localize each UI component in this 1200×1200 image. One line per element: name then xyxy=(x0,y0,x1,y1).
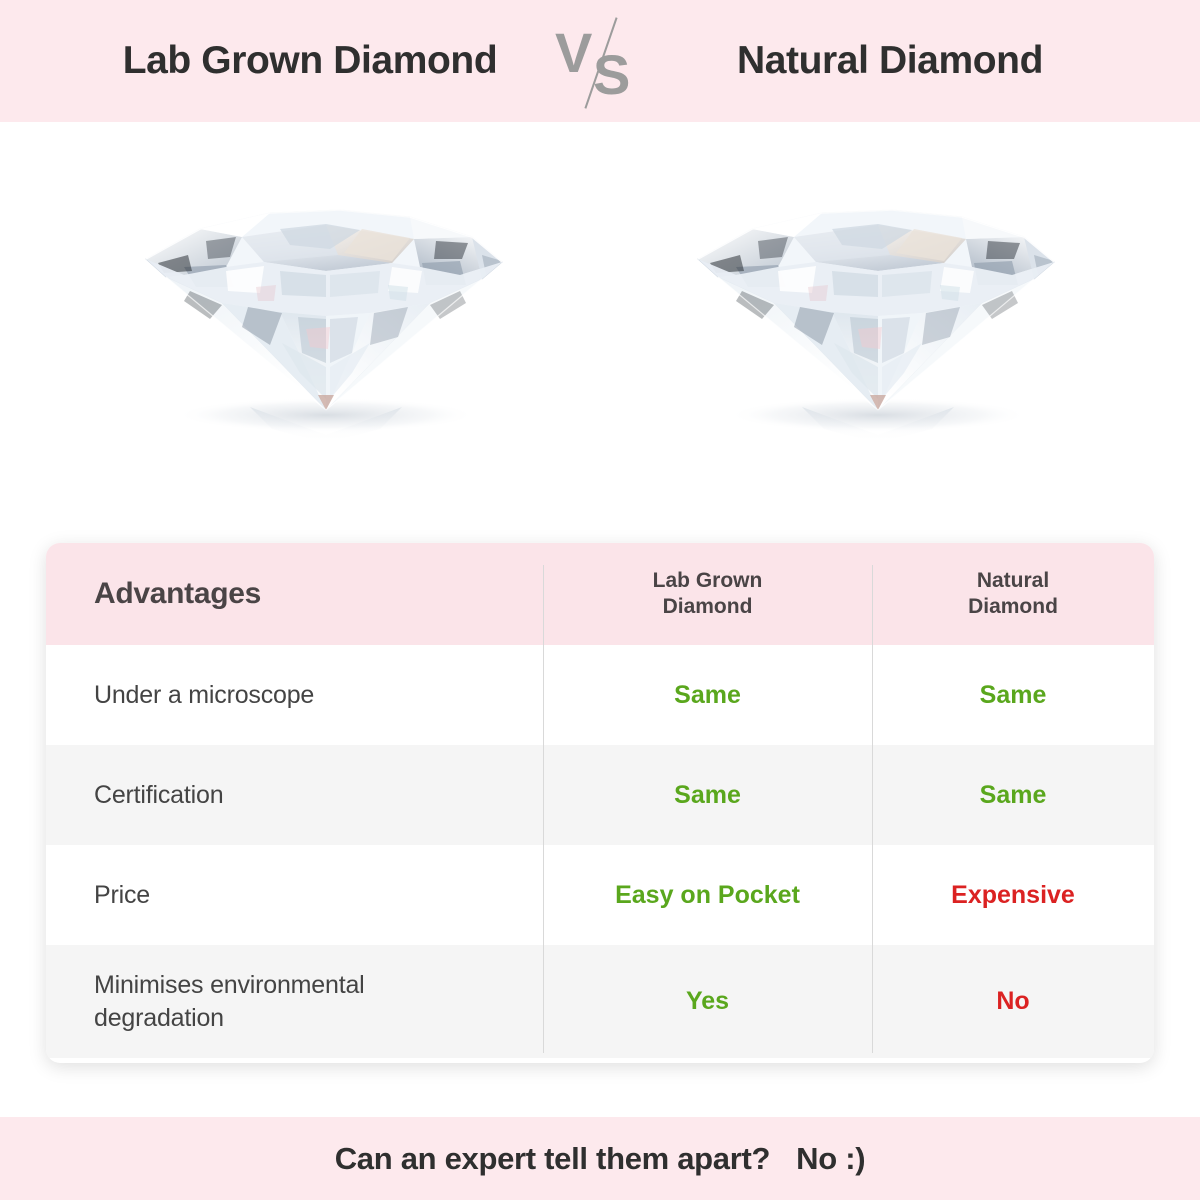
table-row: Minimises environmental degradation Yes … xyxy=(46,945,1154,1058)
footer-question: Can an expert tell them apart? xyxy=(334,1140,771,1176)
header-title-lab-grown: Lab Grown Diamond xyxy=(122,39,498,82)
footer-answer: No :) xyxy=(796,1140,866,1176)
column-header-advantages: Advantages xyxy=(94,577,262,610)
vs-letter-s: S xyxy=(593,43,631,106)
vs-letter-v: V xyxy=(555,21,593,84)
row-value-lab-grown: Same xyxy=(674,780,741,809)
diamond-stage xyxy=(0,122,1200,527)
comparison-table-card: Advantages Lab Grown Diamond Natural Dia… xyxy=(46,543,1154,1063)
row-value-lab-grown: Easy on Pocket xyxy=(615,880,800,909)
row-feature-label: Certification xyxy=(94,780,224,809)
row-value-lab-grown: Same xyxy=(674,680,741,709)
versus-icon: V S xyxy=(545,11,655,111)
table-row: Price Easy on Pocket Expensive xyxy=(46,845,1154,945)
row-value-lab-grown: Yes xyxy=(685,987,730,1015)
row-feature-label: Under a microscope xyxy=(94,680,315,709)
diamond-illustration xyxy=(697,209,1055,443)
header-title-natural: Natural Diamond xyxy=(736,39,1044,82)
header-band: Lab Grown Diamond V S Natural Diamond xyxy=(0,0,1200,122)
row-feature-label: Price xyxy=(94,880,150,909)
row-value-natural: Expensive xyxy=(951,880,1075,909)
column-header-natural: Natural Diamond xyxy=(968,568,1058,618)
table-row: Under a microscope Same Same xyxy=(46,645,1154,745)
table-header-row: Advantages Lab Grown Diamond Natural Dia… xyxy=(46,543,1154,645)
row-value-natural: No xyxy=(996,987,1030,1015)
table-row: Certification Same Same xyxy=(46,745,1154,845)
row-feature-label: Minimises environmental degradation xyxy=(94,971,365,1032)
header-inner: Lab Grown Diamond V S Natural Diamond xyxy=(0,11,1200,111)
comparison-table: Advantages Lab Grown Diamond Natural Dia… xyxy=(46,543,1154,1063)
lab-grown-diamond-image xyxy=(130,167,510,467)
column-header-lab-grown: Lab Grown Diamond xyxy=(652,568,763,618)
row-value-natural: Same xyxy=(979,780,1047,809)
footer-band: Can an expert tell them apart? No :) xyxy=(0,1117,1200,1200)
natural-diamond-image xyxy=(682,167,1062,467)
row-value-natural: Same xyxy=(979,680,1047,709)
diamond-illustration xyxy=(145,209,503,443)
